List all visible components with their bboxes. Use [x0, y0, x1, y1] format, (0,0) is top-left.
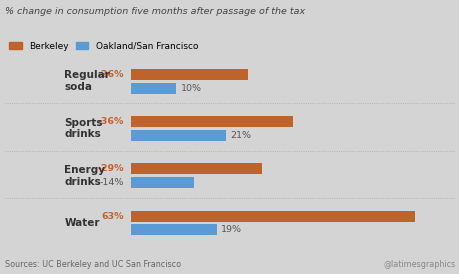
Text: Regular
soda: Regular soda [64, 70, 110, 92]
Text: Sources: UC Berkeley and UC San Francisco: Sources: UC Berkeley and UC San Francisc… [5, 259, 180, 269]
Text: -14%: -14% [100, 178, 124, 187]
Bar [131, 82, 176, 93]
Text: 19%: 19% [221, 225, 241, 234]
Text: 21%: 21% [230, 131, 251, 140]
Bar [131, 211, 414, 222]
Text: Water: Water [64, 218, 100, 228]
Text: -26%: -26% [98, 70, 124, 79]
Bar [131, 116, 292, 127]
Text: 10%: 10% [180, 84, 201, 93]
Bar [131, 130, 225, 141]
Text: % change in consumption five months after passage of the tax: % change in consumption five months afte… [5, 7, 304, 16]
Text: Sports
drinks: Sports drinks [64, 118, 103, 139]
Text: -36%: -36% [98, 117, 124, 126]
Bar [131, 177, 194, 188]
Legend: Berkeley, Oakland/San Francisco: Berkeley, Oakland/San Francisco [9, 41, 198, 50]
Bar [131, 163, 261, 174]
Bar [131, 224, 216, 235]
Text: -29%: -29% [98, 164, 124, 173]
Text: @latimesgraphics: @latimesgraphics [382, 259, 454, 269]
Text: Energy
drinks: Energy drinks [64, 165, 105, 187]
Bar [131, 69, 247, 80]
Text: 63%: 63% [101, 212, 124, 221]
